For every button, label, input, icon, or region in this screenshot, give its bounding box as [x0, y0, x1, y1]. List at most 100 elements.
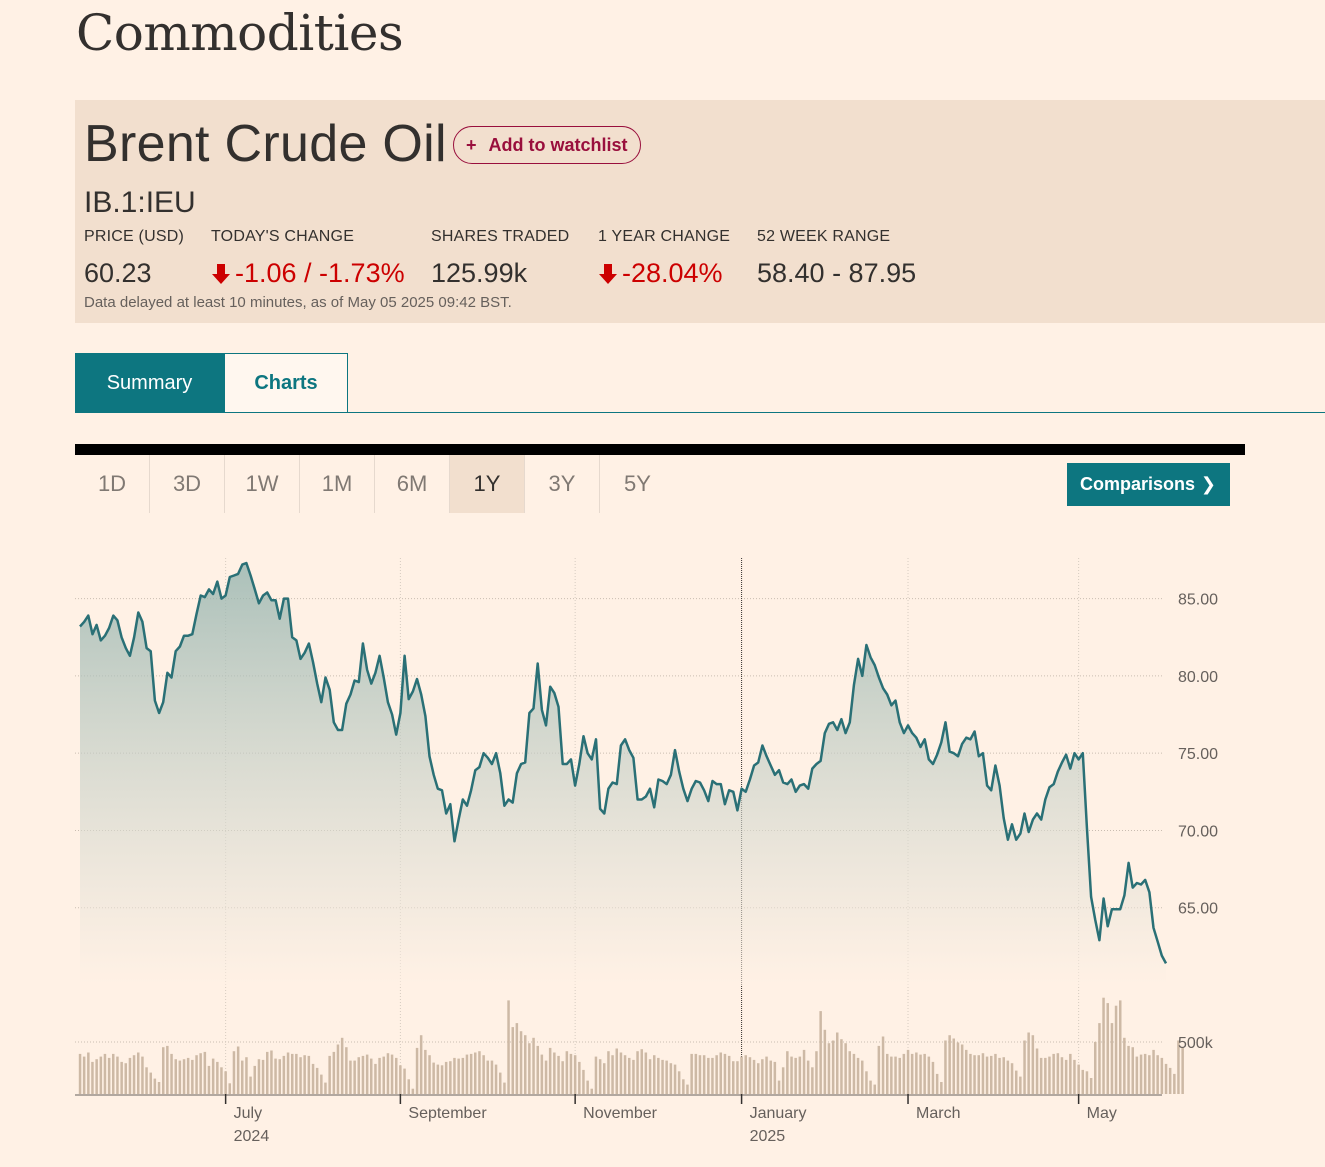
volume-bar	[894, 1056, 897, 1094]
volume-bar	[831, 1040, 835, 1094]
comparisons-button[interactable]: Comparisons ❯	[1067, 463, 1230, 506]
volume-bar	[1069, 1053, 1072, 1094]
volume-bar	[536, 1045, 539, 1094]
stat-shares-label: SHARES TRADED	[431, 228, 570, 245]
volume-bar	[869, 1080, 872, 1094]
volume-bar	[490, 1060, 494, 1094]
volume-bar	[902, 1053, 906, 1094]
volume-bar	[299, 1057, 302, 1094]
volume-bar	[1173, 1073, 1176, 1094]
volume-bar	[990, 1055, 993, 1094]
volume-bar	[357, 1057, 360, 1094]
volume-bar	[1123, 1037, 1126, 1094]
volume-bar	[873, 1084, 876, 1094]
volume-bar	[848, 1051, 851, 1094]
y-tick-label: 65.00	[1178, 901, 1218, 918]
volume-bar	[482, 1055, 485, 1094]
range-1w-button[interactable]: 1W	[225, 455, 300, 513]
volume-bar	[694, 1053, 698, 1094]
volume-bar	[141, 1056, 144, 1094]
volume-bar	[320, 1074, 323, 1094]
volume-bar	[236, 1046, 240, 1094]
volume-bar	[698, 1055, 702, 1094]
stat-shares-value: 125.99k	[431, 258, 528, 288]
volume-bar	[690, 1053, 693, 1094]
add-to-watchlist-button[interactable]: + Add to watchlist	[453, 126, 641, 164]
watchlist-label: Add to watchlist	[488, 134, 628, 155]
y-tick-label: 70.00	[1178, 823, 1218, 840]
volume-bar	[241, 1060, 244, 1094]
range-1d-button[interactable]: 1D	[75, 455, 150, 513]
volume-bar	[120, 1061, 123, 1094]
volume-bar	[332, 1051, 336, 1094]
volume-bar	[540, 1054, 544, 1094]
volume-bar	[203, 1051, 207, 1094]
volume-bar	[673, 1064, 677, 1094]
volume-bar	[295, 1053, 298, 1094]
x-tick-label: January	[750, 1105, 807, 1122]
volume-bar	[103, 1053, 107, 1094]
volume-bar	[399, 1065, 402, 1094]
volume-bar	[1052, 1053, 1055, 1094]
volume-bar	[723, 1053, 727, 1094]
volume-bar	[919, 1054, 922, 1094]
volume-bar	[282, 1055, 286, 1094]
volume-bar	[1006, 1060, 1010, 1094]
volume-bar	[1064, 1059, 1068, 1094]
x-tick-label: March	[916, 1105, 960, 1122]
tab-summary[interactable]: Summary	[75, 353, 224, 413]
volume-bar	[178, 1060, 182, 1094]
volume-bar	[727, 1055, 731, 1094]
volume-bar	[719, 1052, 722, 1094]
range-6m-button[interactable]: 6M	[375, 455, 450, 513]
volume-bar	[960, 1044, 964, 1094]
volume-bar	[324, 1082, 327, 1094]
range-3d-button[interactable]: 3D	[150, 455, 225, 513]
volume-bar	[632, 1059, 635, 1094]
volume-bar	[257, 1059, 261, 1094]
volume-bar	[923, 1053, 926, 1094]
volume-bar	[544, 1060, 548, 1094]
volume-bar	[349, 1060, 352, 1094]
volume-bar	[311, 1063, 315, 1094]
volume-bar	[736, 1061, 739, 1094]
stat-shares-traded: SHARES TRADED 125.99k	[431, 228, 569, 289]
volume-bar	[1114, 1005, 1118, 1094]
volume-bar	[890, 1056, 893, 1094]
volume-bar	[486, 1060, 489, 1094]
volume-bar	[669, 1063, 673, 1094]
chart-top-bar	[75, 444, 1245, 455]
volume-bar	[478, 1051, 481, 1094]
volume-bar	[628, 1057, 631, 1094]
tab-charts[interactable]: Charts	[224, 353, 348, 413]
volume-bar	[382, 1056, 385, 1094]
volume-bar	[773, 1061, 777, 1094]
volume-bar	[499, 1072, 502, 1094]
volume-bar	[145, 1067, 148, 1094]
volume-bar	[686, 1084, 689, 1094]
volume-bar	[677, 1071, 681, 1094]
volume-bar	[811, 1067, 814, 1094]
volume-bar	[1177, 1040, 1180, 1094]
volume-bar	[948, 1035, 951, 1094]
volume-bar	[935, 1073, 939, 1094]
range-1m-button[interactable]: 1M	[300, 455, 375, 513]
range-3y-button[interactable]: 3Y	[525, 455, 600, 513]
volume-bar	[910, 1053, 914, 1094]
volume-bar	[1094, 1041, 1097, 1094]
volume-bar	[465, 1054, 469, 1094]
volume-bar	[682, 1079, 685, 1094]
range-1y-button[interactable]: 1Y	[450, 455, 525, 513]
range-5y-button[interactable]: 5Y	[624, 471, 651, 496]
volume-bar	[973, 1055, 976, 1094]
volume-bar	[586, 1080, 589, 1094]
volume-bar	[615, 1048, 618, 1094]
volume-bar	[840, 1039, 843, 1094]
volume-bar	[524, 1035, 527, 1094]
volume-bar	[815, 1051, 818, 1094]
volume-bar	[253, 1065, 256, 1094]
volume-bar	[1098, 1023, 1101, 1094]
volume-bar	[640, 1049, 643, 1094]
stat-price-label: PRICE (USD)	[84, 228, 184, 245]
